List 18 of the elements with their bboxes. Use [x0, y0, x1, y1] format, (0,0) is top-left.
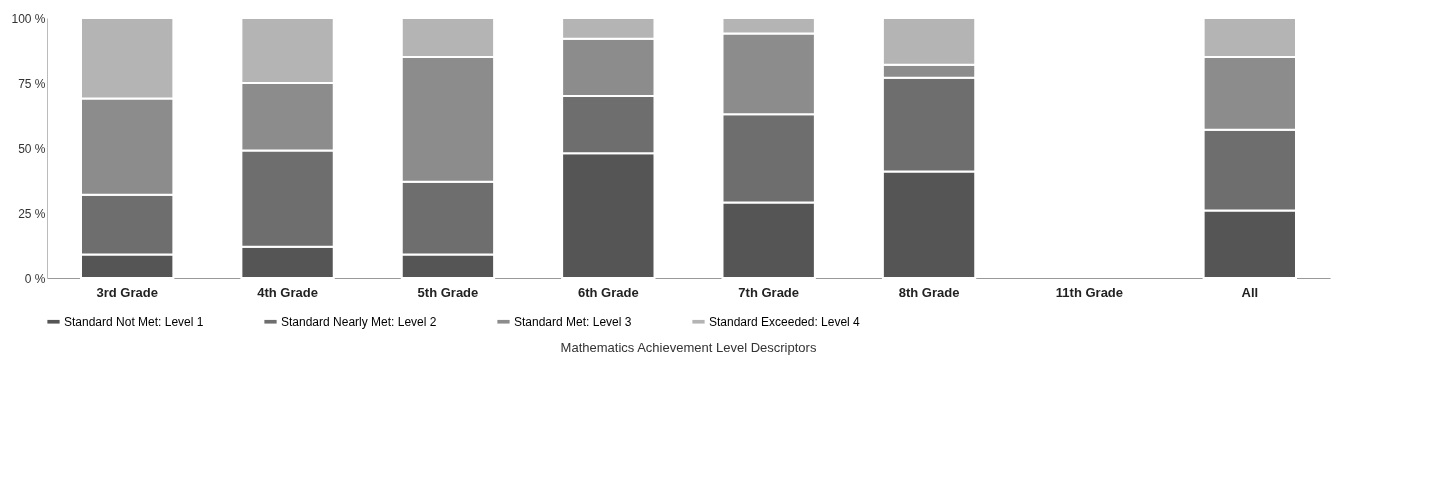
- text: Mathematics Achievement Level Descriptors: [560, 340, 817, 355]
- y-tick-label: 100 %: [11, 11, 46, 26]
- y-tick-label: 0 %: [24, 271, 46, 286]
- x-tick-label: 6th Grade: [577, 284, 639, 300]
- legend-label: Standard Met: Level 3: [514, 314, 632, 329]
- y-tick-label: 50 %: [18, 141, 46, 156]
- x-tick-label: 4th Grade: [257, 284, 318, 300]
- legend-label: Standard Nearly Met: Level 2: [281, 314, 437, 329]
- x-tick-label: 8th Grade: [898, 284, 960, 300]
- legend-label: Standard Not Met: Level 1: [64, 314, 204, 329]
- y-tick-label: 25 %: [18, 206, 46, 221]
- y-tick-label: 75 %: [18, 76, 46, 91]
- legend-label: Standard Exceeded: Level 4: [709, 314, 861, 329]
- x-tick-label: 11th Grade: [1055, 284, 1124, 300]
- x-tick-label: All: [1241, 284, 1259, 300]
- x-tick-label: 3rd Grade: [96, 284, 158, 300]
- x-tick-label: 5th Grade: [417, 284, 479, 300]
- x-tick-label: 7th Grade: [738, 284, 800, 300]
